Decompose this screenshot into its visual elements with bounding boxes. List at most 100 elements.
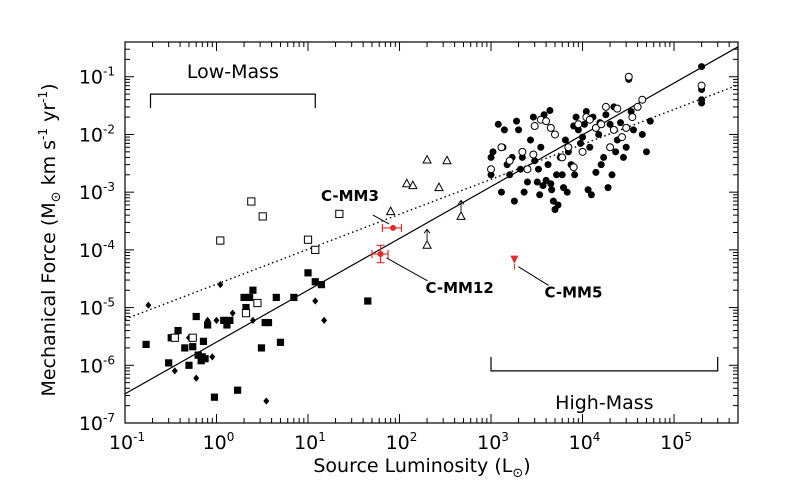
y-tick-label: 10-1	[79, 65, 115, 89]
open-circles-point	[569, 163, 578, 172]
filled-squares-point	[240, 293, 248, 302]
low-mass-label: Low-Mass	[187, 61, 279, 83]
filled-circles-point	[515, 126, 523, 134]
filled-squares-point	[185, 361, 193, 369]
filled-circles-point	[646, 117, 654, 125]
filled-circles-point	[606, 120, 614, 128]
filled-circles-point	[698, 63, 706, 71]
open-squares-point	[241, 309, 251, 318]
filled-squares-point	[201, 355, 209, 363]
filled-diamonds-point	[171, 367, 178, 375]
filled-circles-point	[571, 171, 579, 179]
filled-squares-point	[226, 316, 234, 324]
open-circles-point	[613, 104, 622, 113]
open-squares-point	[247, 197, 256, 206]
filled-diamonds-point	[213, 316, 220, 324]
range-brackets: Low-Mass High-Mass	[149, 61, 719, 414]
open-circles-point	[633, 102, 642, 111]
filled-circles-point	[548, 186, 556, 194]
open-circles-point	[618, 133, 627, 142]
x-tick-label: 10-1	[109, 430, 145, 454]
filled-circles-point	[572, 113, 580, 121]
highlighted-sources: C-MM3 C-MM12 C-MM5	[321, 187, 602, 301]
filled-circles-point	[617, 119, 625, 127]
filled-squares-point	[181, 344, 189, 352]
y-axis-title: Mechanical Force (M⊙ km s-1 yr-1)	[36, 83, 64, 396]
open-squares-point	[216, 236, 225, 245]
filled-squares-point	[165, 359, 173, 367]
c-mm3-leader	[372, 214, 390, 225]
filled-diamonds-point	[145, 301, 152, 309]
open-circles-point	[542, 117, 551, 126]
filled-circles-point	[579, 133, 587, 141]
filled-circles-point	[544, 161, 552, 169]
open-circles-point	[487, 165, 496, 174]
filled-squares-point	[220, 316, 228, 324]
filled-circles-point	[642, 148, 650, 156]
filled-circles-point	[612, 148, 620, 156]
filled-circles-point	[489, 148, 497, 156]
filled-diamonds-point	[263, 397, 270, 405]
filled-circles-point	[526, 136, 534, 144]
filled-squares-point	[189, 343, 197, 351]
x-axis-title: Source Luminosity (L⊙)	[313, 455, 530, 481]
open-circles-point	[558, 153, 567, 162]
filled-squares-point	[242, 303, 250, 312]
filled-circles-point	[529, 113, 537, 121]
filled-diamonds-point	[312, 297, 319, 305]
filled-squares-point	[317, 281, 325, 289]
filled-circles-point	[582, 107, 590, 115]
filled-squares-point	[290, 293, 298, 302]
filled-circles-point	[497, 188, 505, 196]
x-tick-label: 104	[569, 430, 601, 454]
open-triangles-point	[422, 154, 432, 164]
filled-squares-point	[272, 293, 280, 302]
filled-circles-point	[547, 180, 555, 188]
filled-squares-point	[194, 351, 202, 359]
filled-circles-point	[487, 171, 495, 179]
y-tick-label: 10-6	[79, 353, 115, 377]
filled-circles-point	[586, 143, 594, 151]
open-circles-point	[497, 143, 506, 152]
filled-circles-point	[629, 126, 637, 134]
filled-circles-point	[518, 153, 526, 161]
x-tick-label: 102	[386, 430, 418, 454]
open-circles-point	[585, 115, 594, 124]
c-mm12-label: C-MM12	[425, 279, 493, 297]
open-circles-point	[523, 165, 532, 174]
open-circles-point	[564, 143, 573, 152]
filled-circles-point	[513, 117, 521, 125]
open-triangles-point	[408, 180, 418, 190]
filled-diamonds-point	[204, 316, 211, 324]
open-circles-point	[597, 120, 606, 129]
filled-squares-point	[233, 386, 242, 394]
low-mass-bracket	[149, 93, 316, 109]
open-circles-point	[606, 143, 615, 152]
open-squares-point	[335, 209, 344, 219]
filled-circles-point	[533, 178, 541, 186]
filled-squares-point	[304, 269, 312, 277]
c-mm5-leader	[518, 266, 549, 286]
open-triangles-point	[385, 206, 396, 216]
filled-squares-point	[223, 321, 231, 329]
filled-circles-point	[539, 182, 547, 190]
open-circles-point	[638, 95, 647, 104]
filled-squares-point	[276, 338, 285, 346]
filled-circles-point	[531, 157, 539, 165]
open-circles-point	[518, 147, 527, 156]
filled-circles-point	[592, 168, 600, 176]
filled-circles-point	[500, 126, 508, 134]
filled-circles-point	[561, 136, 569, 144]
filled-squares-point	[192, 312, 200, 321]
filled-circles-point	[546, 107, 554, 115]
filled-squares-point	[174, 326, 182, 335]
filled-squares-point	[257, 344, 266, 352]
filled-diamonds-point	[249, 316, 256, 324]
c-mm12-leader	[386, 257, 428, 282]
filled-circles-point	[600, 153, 608, 161]
x-tick-label: 103	[477, 430, 509, 454]
open-circles-point	[550, 130, 559, 139]
x-tick-label: 100	[203, 430, 235, 454]
high-mass-bracket	[490, 356, 719, 372]
filled-circles-point	[487, 153, 495, 161]
